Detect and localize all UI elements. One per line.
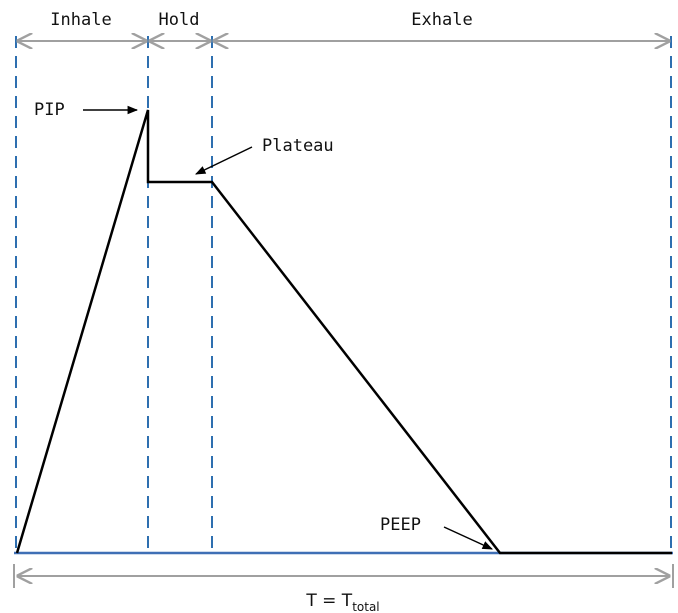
phase-label-exhale: Exhale bbox=[411, 10, 472, 30]
total-label-subscript: total bbox=[352, 600, 379, 613]
annotation-pip: PIP bbox=[34, 100, 65, 120]
plateau-pointer-arrow bbox=[195, 146, 253, 175]
total-period-label: T = Ttotal bbox=[305, 591, 379, 613]
peep-pointer-arrow bbox=[443, 526, 493, 550]
pressure-waveform bbox=[15, 109, 672, 555]
annotation-plateau: Plateau bbox=[262, 136, 334, 156]
total-label-main: T = T bbox=[305, 591, 352, 611]
phase-label-hold: Hold bbox=[159, 10, 200, 30]
annotation-peep: PEEP bbox=[380, 515, 421, 535]
phase-label-inhale: Inhale bbox=[50, 10, 111, 30]
